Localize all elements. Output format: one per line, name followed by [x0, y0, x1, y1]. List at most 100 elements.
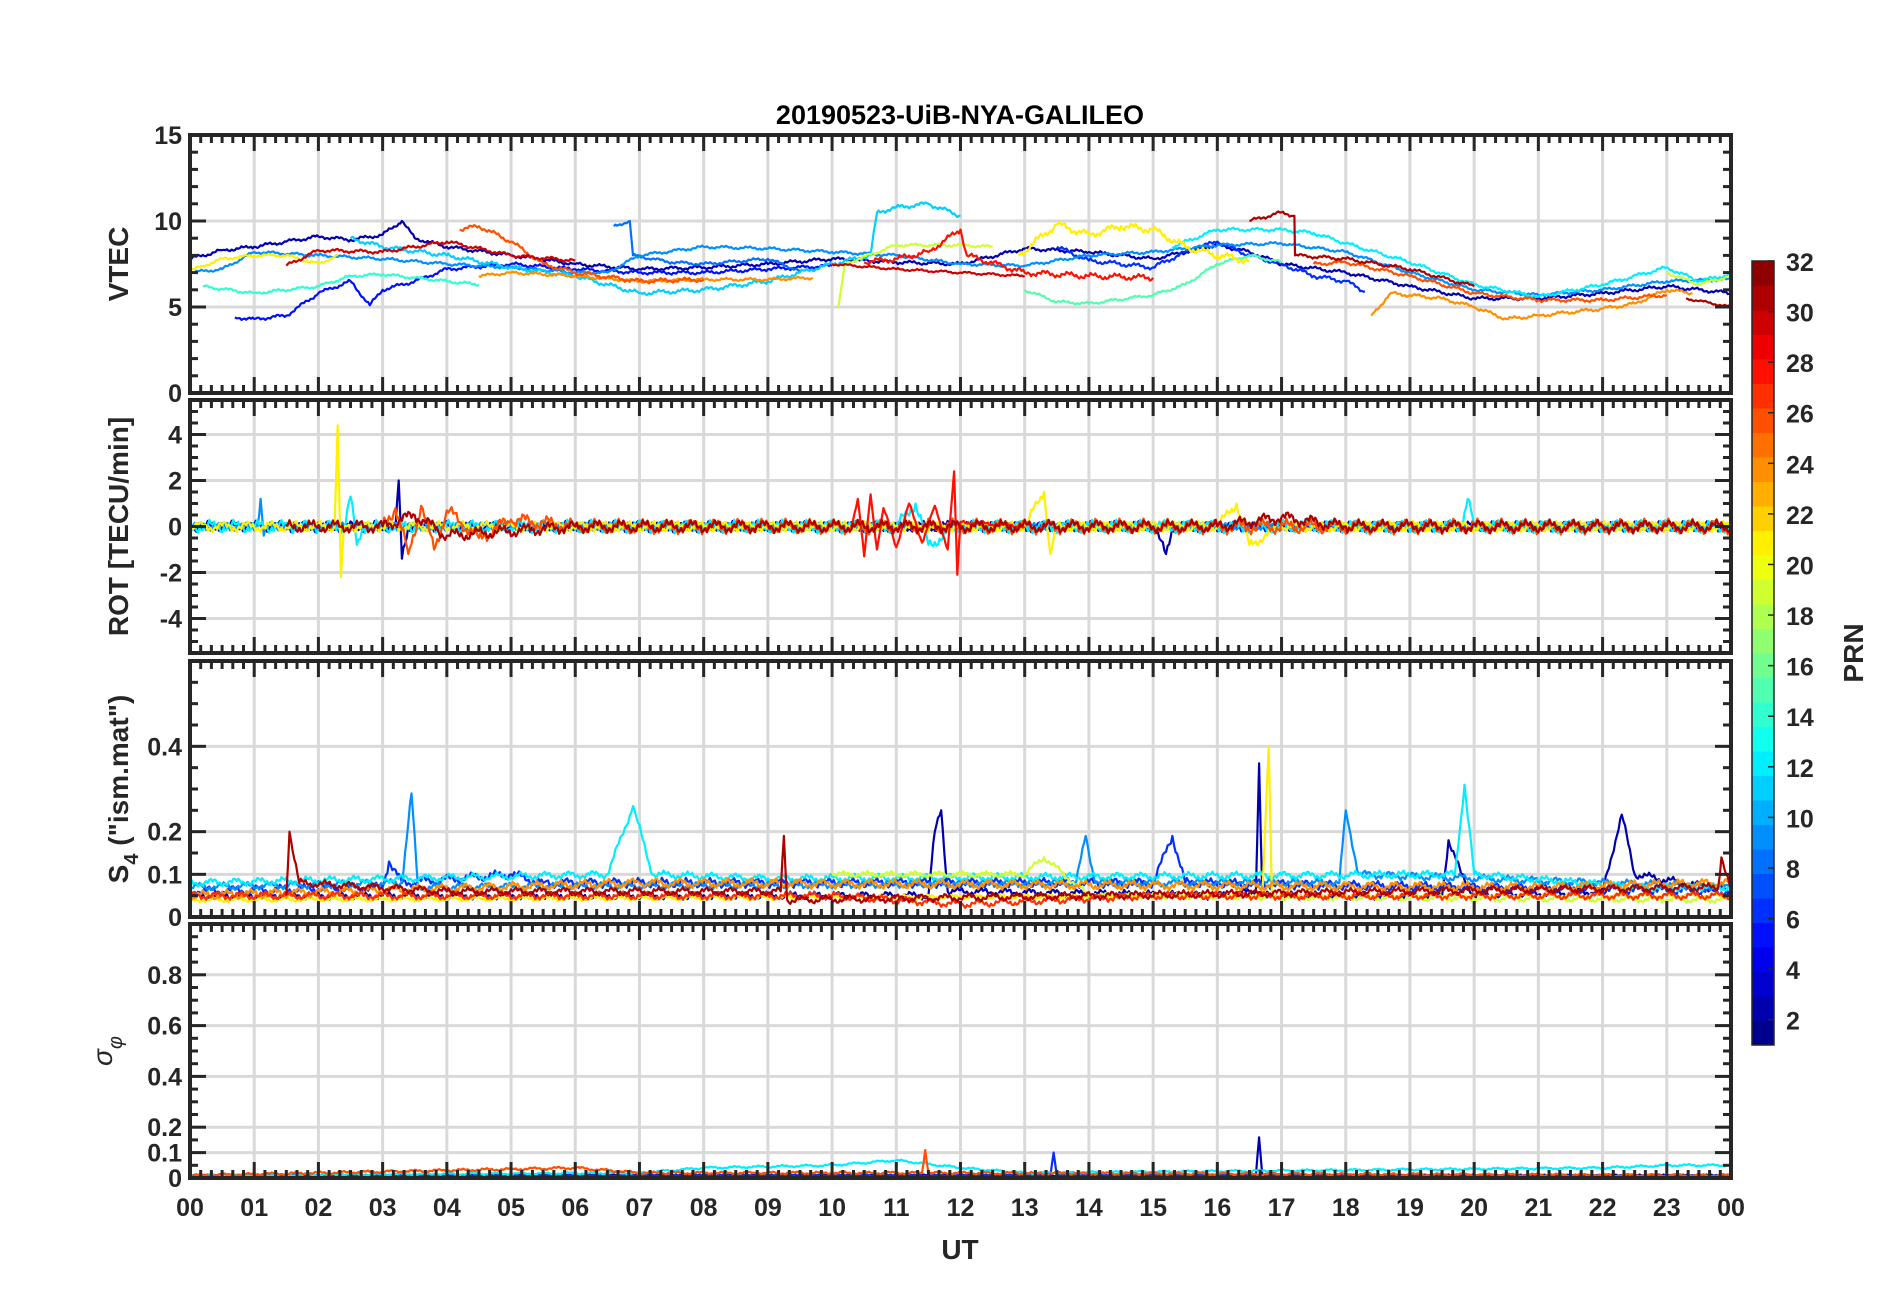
colorbar-frame [1751, 260, 1775, 1046]
x-tick-label: 15 [1139, 1194, 1167, 1222]
colorbar-level-22 [1752, 506, 1774, 531]
y-tick-label: 4 [168, 422, 182, 450]
chart-title: 20190523-UiB-NYA-GALILEO [776, 100, 1144, 130]
x-tick-label: 10 [818, 1194, 846, 1222]
colorbar-level-2 [1752, 996, 1774, 1021]
panel-rot: -4 -2 0 2 4 ROT [TECU/min] [103, 398, 1733, 655]
y-tick-label: -2 [160, 560, 182, 588]
colorbar-tick-label: 22 [1786, 502, 1814, 530]
colorbar-tick-label: 12 [1786, 755, 1814, 783]
y-tick-label: 0 [168, 514, 182, 542]
colorbar-level-24 [1752, 457, 1774, 482]
colorbar-label: PRN [1838, 623, 1869, 682]
y-tick-label: 0.1 [147, 861, 182, 889]
x-tick-label: 13 [1011, 1194, 1039, 1222]
colorbar-level-23 [1752, 481, 1774, 507]
colorbar-level-6 [1752, 898, 1774, 923]
colorbar-tick-label: 26 [1786, 401, 1814, 429]
y-tick-label: 10 [154, 208, 182, 236]
y-axis-label-rot: ROT [TECU/min] [103, 417, 134, 636]
colorbar-tick-label: 20 [1786, 552, 1814, 580]
colorbar-tick-label: 14 [1786, 704, 1814, 732]
y-axis-label-vtec: VTEC [103, 227, 134, 302]
x-tick-label: 00 [1717, 1194, 1745, 1222]
colorbar-level-25 [1752, 432, 1774, 458]
y-tick-label: 15 [154, 122, 182, 150]
panel-s4: 0 0.1 0.2 0.4S4 ("ism.mat") [103, 659, 1733, 932]
x-tick-label: 04 [433, 1194, 461, 1222]
colorbar-level-11 [1752, 775, 1774, 801]
series-line-prn-12 [190, 783, 1731, 893]
y-tick-label: 0.2 [147, 819, 182, 847]
y-tick-label: 2 [168, 468, 182, 496]
colorbar-level-30 [1752, 310, 1774, 335]
x-tick-label: 05 [497, 1194, 525, 1222]
colorbar-level-10 [1752, 800, 1774, 825]
x-tick-label: 22 [1589, 1194, 1617, 1222]
colorbar-tick-label: 32 [1786, 249, 1814, 277]
y-axis-label-sigma-phi: σφ [87, 1036, 127, 1066]
colorbar-level-8 [1752, 849, 1774, 874]
colorbar-tick-label: 28 [1786, 350, 1814, 378]
colorbar-tick-label: 2 [1786, 1008, 1800, 1036]
series-line-prn-28 [863, 228, 1154, 282]
colorbar-tick-label: 18 [1786, 603, 1814, 631]
series-line-prn-30 [285, 240, 576, 267]
series-line-prn-12 [1171, 226, 1731, 299]
x-tick-label: 08 [690, 1194, 718, 1222]
colorbar-level-17 [1752, 628, 1774, 654]
x-tick-label: 21 [1524, 1194, 1552, 1222]
x-tick-label: 03 [369, 1194, 397, 1222]
y-tick-label: 0.2 [147, 1114, 182, 1142]
y-tick-label: 0 [168, 1165, 182, 1193]
colorbar-level-27 [1752, 383, 1774, 409]
series-line-prn-31 [285, 830, 1731, 905]
y-tick-label: 5 [168, 294, 182, 322]
colorbar-level-18 [1752, 604, 1774, 629]
series-line-prn-26 [459, 224, 705, 285]
colorbar-tick-label: 16 [1786, 654, 1814, 682]
colorbar-level-32 [1752, 261, 1774, 286]
series-line-prn-31 [285, 510, 1731, 542]
y-tick-label: 0.4 [147, 733, 182, 761]
colorbar-tick-label: 30 [1786, 300, 1814, 328]
colorbar-level-15 [1752, 677, 1774, 703]
axes-frame [188, 659, 1733, 919]
series-line-prn-19 [837, 242, 993, 308]
colorbar-level-14 [1752, 702, 1774, 727]
x-tick-label: 18 [1332, 1194, 1360, 1222]
series-line-prn-31 [1685, 297, 1731, 308]
colorbar-level-21 [1752, 530, 1774, 556]
series-line-prn-31 [1249, 210, 1475, 288]
series-line-prn-15 [1023, 253, 1282, 306]
series-group [190, 745, 1731, 909]
colorbar-level-16 [1752, 653, 1774, 678]
x-tick-label: 07 [626, 1194, 654, 1222]
y-tick-label: -4 [160, 606, 182, 634]
x-tick-label: 14 [1075, 1194, 1103, 1222]
colorbar-tick-label: 24 [1786, 451, 1814, 479]
x-tick-labels: 00 01 02 03 04 05 06 07 08 09 10 11 12 13 14 15 16 17 18 19… [176, 1194, 1745, 1222]
x-tick-label: 09 [754, 1194, 782, 1222]
colorbar-level-20 [1752, 555, 1774, 580]
axes-frame [188, 922, 1733, 1180]
series-line-prn-9 [190, 241, 1731, 298]
series-line-prn-30 [831, 262, 1025, 278]
x-tick-label: 11 [883, 1194, 910, 1222]
series-line-prn-26 [1312, 259, 1668, 304]
series-line-prn-24 [1370, 288, 1693, 321]
y-tick-label: 0 [168, 380, 182, 408]
x-tick-label: 23 [1653, 1194, 1681, 1222]
x-tick-label: 02 [305, 1194, 333, 1222]
series-line-prn-6 [1056, 240, 1366, 293]
colorbar-level-26 [1752, 408, 1774, 433]
x-tick-label: 00 [176, 1194, 204, 1222]
axes-frame [188, 133, 1733, 395]
panels: 0 5 10 15 VTEC -4 -2 0 2 4 ROT [TECU/min] 0 0.1 0.2 0.… [87, 122, 1733, 1193]
series-line-prn-21 [1017, 220, 1250, 265]
colorbar-level-31 [1752, 285, 1774, 311]
colorbar-level-7 [1752, 873, 1774, 899]
series-line-prn-21 [190, 252, 338, 272]
series-line-prn-8 [613, 219, 801, 272]
axes-frame [188, 398, 1733, 655]
